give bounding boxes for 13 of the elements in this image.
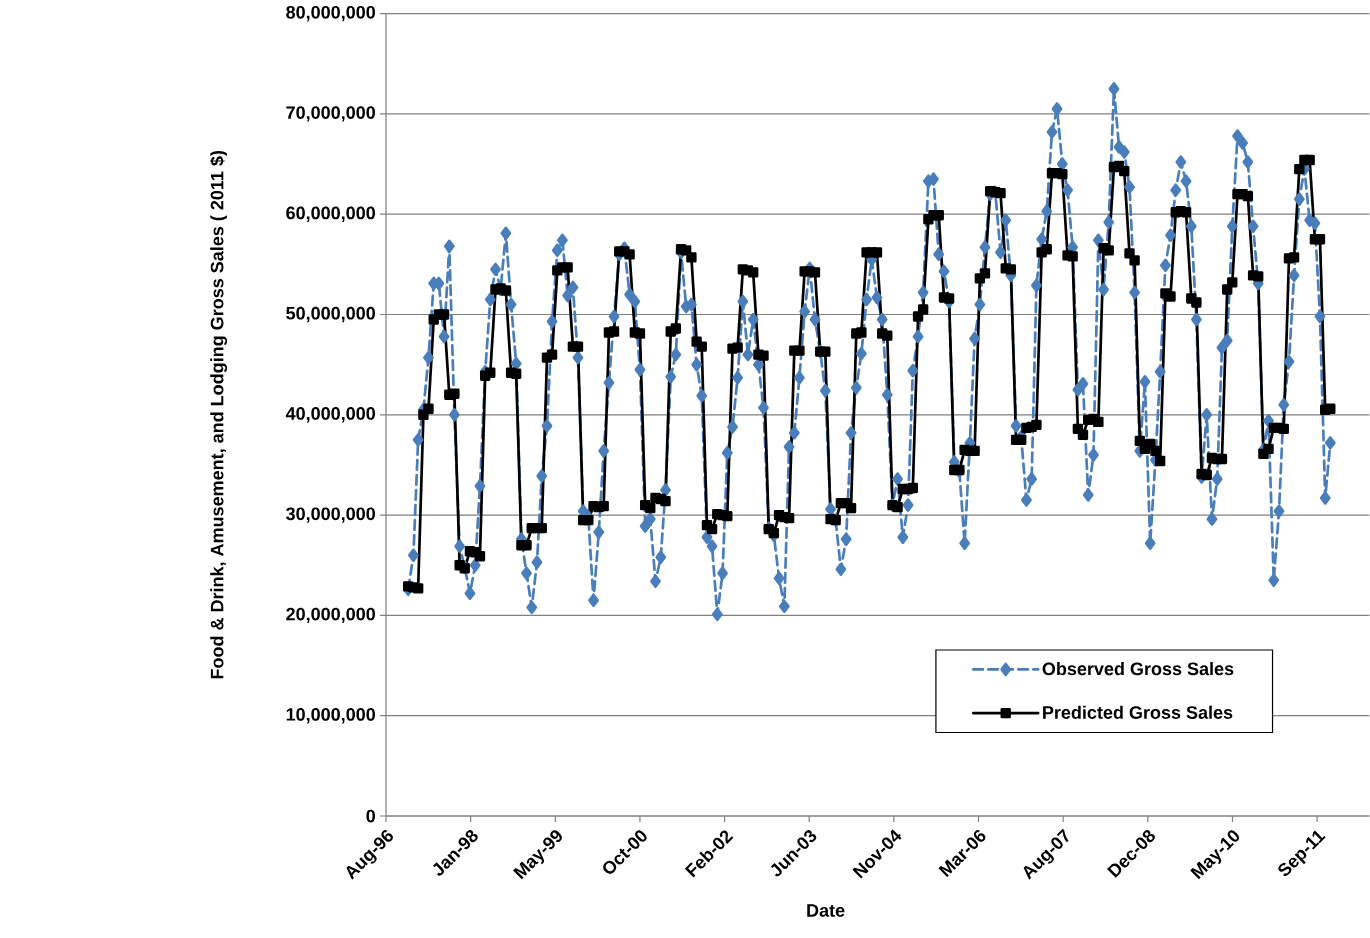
y-tick-label: 70,000,000 [286,106,375,122]
legend-label: Observed Gross Sales [1042,661,1234,676]
legend-label: Predicted Gross Sales [1043,705,1233,719]
y-tick-label: 80,000,000 [286,5,375,22]
y-tick-label: 30,000,000 [286,507,375,523]
y-tick-label: 0 [366,809,375,823]
y-tick-label: 10,000,000 [286,707,375,724]
y-tick-label: 60,000,000 [286,206,375,222]
y-axis-title: Food & Drink, Amusement, and Lodging Gross Sales ( 2011 $) [209,150,228,679]
x-axis-title: Date [807,904,845,917]
y-tick-label: 50,000,000 [286,306,375,322]
y-tick-label: 20,000,000 [286,607,375,623]
y-tick-label: 40,000,000 [285,406,375,423]
